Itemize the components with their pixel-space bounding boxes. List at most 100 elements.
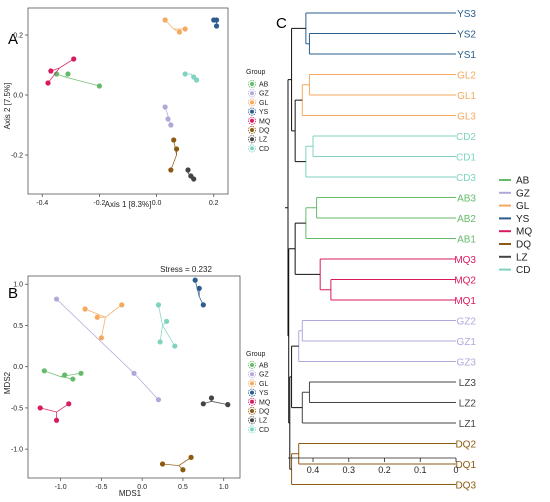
chart-a-legend-swatch (250, 137, 254, 142)
chart-b-spider-line (133, 373, 159, 400)
panel-label-a: A (8, 31, 18, 48)
dendrogram-legend-label: GZ (516, 188, 530, 199)
chart-a-point-cd (182, 71, 188, 77)
chart-b-xtick-label: 0.0 (137, 484, 147, 491)
dendrogram-legend-label: LZ (516, 252, 528, 263)
chart-b-xtick-label: -0.5 (95, 484, 107, 491)
chart-a-legend-label: AB (259, 82, 269, 89)
dendrogram-xtick-label: 0 (453, 465, 458, 475)
chart-b-spider-line (162, 463, 179, 467)
chart-c-dendrogram: YS3 YS2 YS1 GL2 GL1 GL3 CD2 CD1 CD3 AB3 AB2 AB1 MQ3 M… (285, 9, 532, 492)
chart-b-legend-ring (247, 360, 256, 369)
chart-b-legend-label: YS (259, 390, 269, 397)
chart-a-legend-label: DQ (259, 128, 270, 135)
chart-a-legend-swatch (250, 82, 254, 86)
chart-a-point-dq (171, 137, 177, 143)
dendrogram-leaf-label: LZ2 (459, 399, 477, 410)
panel-label-b: B (8, 285, 18, 302)
dendrogram-legend-label: AB (516, 176, 530, 187)
chart-b-point-ys (200, 302, 206, 308)
chart-b-point-lz (208, 395, 215, 401)
dendrogram-leaf-label: GZ2 (457, 317, 477, 328)
chart-a-spider-line (47, 67, 60, 84)
chart-b-legend-swatch (250, 381, 254, 386)
chart-a-plot: -0.4 -0.2 0.0 0.2 -0.2 0.0 0.2 AB GZ GL YS MQ DQ LZ CD (11, 7, 271, 207)
chart-a-legend-swatch (250, 118, 254, 123)
chart-b-legend-ring (247, 388, 256, 397)
chart-a-legend-ring (247, 126, 256, 135)
chart-a-legend-label: MQ (259, 118, 271, 125)
chart-a-legend-swatch (250, 128, 254, 132)
chart-a-point-gl (176, 29, 183, 35)
chart-b-spider-line (211, 400, 228, 406)
chart-a-legend-swatch (250, 91, 254, 96)
chart-b-spider-line (100, 317, 106, 338)
chart-a-point-gl (182, 26, 188, 32)
chart-a-xtick-label: 0.0 (152, 200, 162, 207)
dendrogram-leaf-label: YS2 (457, 30, 476, 41)
chart-b-spider-line (56, 298, 135, 374)
chart-a-point-gz (168, 122, 174, 128)
dendrogram-leaf-label: DQ3 (455, 481, 476, 492)
dendrogram-leaf-label: GL2 (457, 71, 476, 82)
chart-b-point-cd (172, 343, 178, 349)
chart-b-point-ys (196, 285, 202, 291)
chart-b-legend-ring (247, 416, 256, 425)
chart-a-legend-ring (247, 107, 256, 116)
chart-a-point-gz (162, 104, 168, 110)
chart-a-point-ab (96, 83, 103, 89)
chart-b-legend-ring (247, 370, 256, 379)
chart-b-point-ab (78, 370, 84, 376)
dendrogram-leaf-label: CD2 (456, 132, 476, 143)
chart-b-legend-swatch (250, 390, 254, 395)
chart-b-spider-line (159, 325, 163, 343)
chart-a-point-cd (193, 77, 200, 83)
dendrogram-leaf-label: MQ1 (454, 296, 476, 307)
chart-b-title: Stress = 0.232 (160, 265, 212, 274)
chart-a-point-mq (45, 80, 51, 86)
chart-b-point-gz (53, 296, 60, 302)
dendrogram-legend-label: MQ (516, 227, 532, 238)
chart-b-spider-line (84, 308, 106, 318)
dendrogram-leaf-label: CD3 (456, 173, 476, 184)
chart-b-point-cd (155, 302, 162, 308)
chart-b-ytick-label: -0.5 (11, 405, 23, 412)
panel-label-c: C (276, 15, 287, 32)
chart-b-point-cd (164, 318, 170, 324)
chart-a-legend-ring (247, 89, 256, 98)
dendrogram-leaf-label: LZ3 (459, 378, 477, 389)
chart-a-legend-ring (247, 144, 256, 153)
dendrogram-legend-label: GL (516, 201, 530, 212)
chart-b-legend-label: GL (259, 381, 268, 388)
chart-b-point-ys (192, 277, 198, 283)
chart-b-ylabel: MDS2 (3, 371, 12, 394)
chart-b-legend-swatch (250, 409, 254, 413)
dendrogram-leaf-label: GL3 (457, 112, 476, 123)
chart-b-spider-line (44, 370, 61, 377)
chart-a-point-ab (53, 71, 60, 77)
chart-a-legend-swatch (250, 100, 254, 105)
chart-b-point-dq (180, 467, 186, 473)
chart-b-legend-ring (247, 379, 256, 388)
dendrogram-leaf-label: AB1 (457, 235, 476, 246)
dendrogram-leaf-label: AB3 (457, 194, 476, 205)
chart-a-xtick-label: -0.2 (93, 200, 105, 207)
dendrogram-leaf-label: YS3 (457, 9, 476, 20)
chart-a-point-mq (48, 68, 54, 74)
chart-a-point-ab (65, 71, 71, 77)
chart-b-xlabel: MDS1 (119, 489, 142, 498)
chart-a-legend-label: LZ (259, 137, 268, 144)
chart-b-xtick-label: -1.0 (55, 484, 67, 491)
dendrogram-xtick-label: 0.4 (307, 465, 320, 475)
chart-a-point-gz (165, 116, 171, 122)
dendrogram-leaf-label: CD1 (456, 153, 476, 164)
chart-a-xtick-label: 0.2 (209, 200, 219, 207)
chart-b-point-gz (155, 397, 162, 403)
chart-a-spider-line (59, 58, 74, 69)
chart-a-legend-ring (247, 116, 256, 125)
chart-a-point-dq (168, 167, 174, 173)
chart-a-point-lz (191, 176, 197, 182)
dendrogram-leaf-label: MQ2 (454, 276, 476, 287)
chart-b-point-ab (41, 368, 47, 374)
